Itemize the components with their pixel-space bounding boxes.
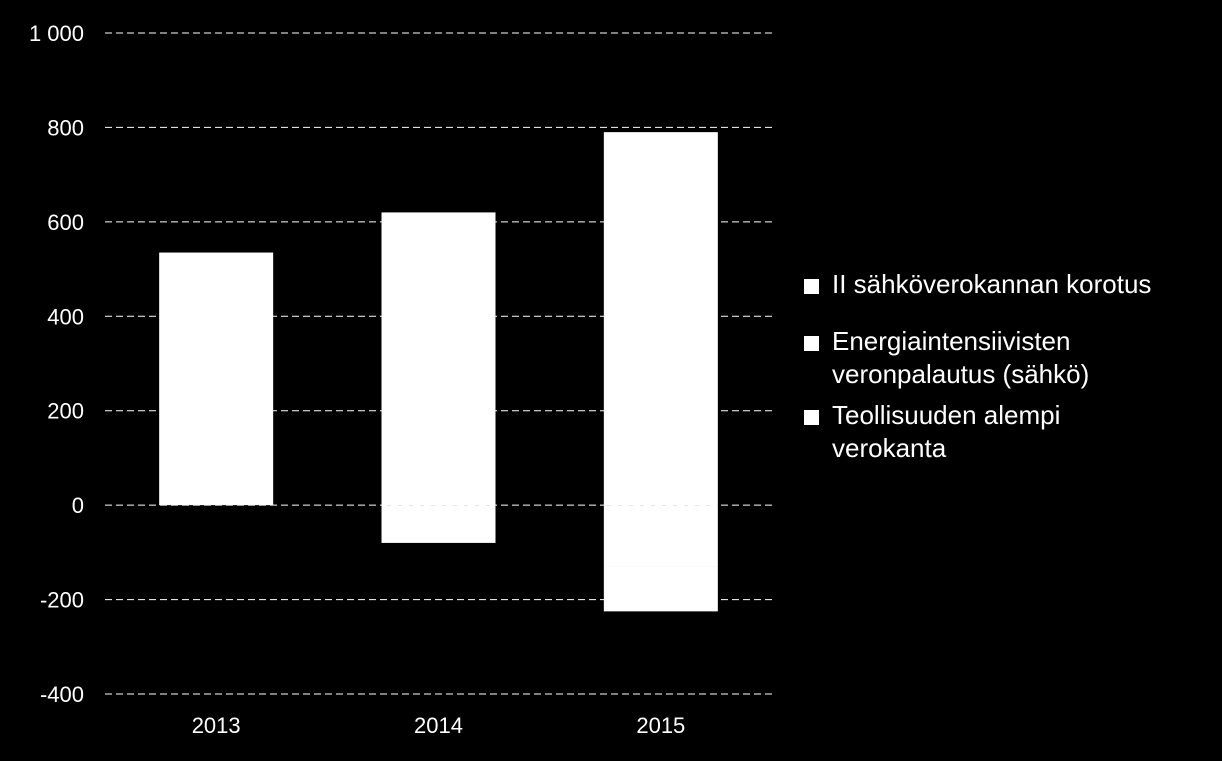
y-tick-label: -400 [40,682,84,707]
bar-2015-series-2 [603,566,718,612]
x-tick-label: 2013 [192,713,241,738]
legend-label: Teollisuuden alempi verokanta [832,400,1061,463]
legend-item-veronpalautus: Energiaintensiivisten veronpalautus (säh… [804,325,1146,391]
legend: II sähköverokannan korotus Energiaintens… [804,268,1214,465]
legend-label: II sähköverokannan korotus [832,269,1152,299]
y-tick-label: 200 [47,399,84,424]
legend-swatch [804,279,819,294]
y-axis-ticks: -400 -200 0 200 400 600 800 1 000 [29,21,84,707]
y-tick-label: 1 000 [29,21,84,46]
bar-2015-series-1 [603,505,718,567]
bars [159,132,718,612]
y-tick-label: 800 [47,115,84,140]
legend-item-korotus: II sähköverokannan korotus [804,268,1214,301]
legend-swatch [804,410,819,425]
bar-2014-series-1 [381,505,496,543]
bar-2014-series-0 [381,212,496,506]
legend-label: Energiaintensiivisten veronpalautus (säh… [832,326,1090,389]
y-tick-label: 600 [47,210,84,235]
y-tick-label: 400 [47,304,84,329]
x-axis-ticks: 2013 2014 2015 [192,713,686,738]
y-tick-label: 0 [72,493,84,518]
x-tick-label: 2015 [636,713,685,738]
bar-2015-series-0 [603,132,718,506]
legend-swatch [804,336,819,351]
x-tick-label: 2014 [414,713,463,738]
legend-item-alempi-verokanta: Teollisuuden alempi verokanta [804,399,1126,465]
bar-2013-series-0 [159,252,274,506]
y-tick-label: -200 [40,588,84,613]
